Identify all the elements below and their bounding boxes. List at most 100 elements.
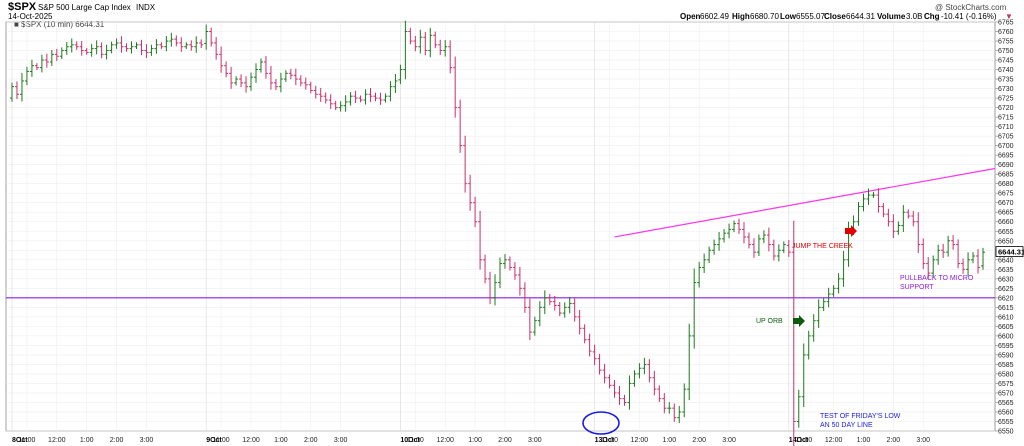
- ohlc-bar: [283, 70, 288, 82]
- test-low-label-2: AN 50 DAY LINE: [820, 422, 873, 429]
- ohlc-bar: [921, 238, 926, 270]
- ohlc-bar: [806, 330, 811, 360]
- ohlc-bar: [239, 74, 244, 88]
- ohlc-bar: [144, 44, 149, 59]
- x-tick-label: 11:00: [18, 437, 35, 444]
- y-tick-label: 6660: [998, 219, 1014, 226]
- ohlc-bar: [174, 35, 179, 47]
- ohlc-bar: [911, 210, 916, 227]
- y-tick-label: 6685: [998, 172, 1014, 179]
- price-bars: [10, 20, 985, 446]
- ohlc-bar: [662, 393, 667, 414]
- ohlc-bar: [413, 35, 418, 52]
- ohlc-bar: [453, 56, 458, 118]
- chart-legend: ■ $SPX (10 min) 6644.31: [14, 20, 105, 29]
- ohlc-bar: [234, 76, 239, 86]
- red-arrow-icon: [845, 225, 857, 237]
- ohlc-bar: [836, 273, 841, 294]
- x-tick-label: 2:00: [110, 437, 124, 444]
- ohlc-bar: [64, 41, 69, 55]
- ohlc-bar: [577, 310, 582, 335]
- drawn-lines: [6, 167, 996, 299]
- pullback-label-1: PULLBACK TO MICRO: [900, 275, 974, 282]
- ohlc-bar: [637, 363, 642, 379]
- ohlc-bar: [786, 240, 791, 257]
- ohlc-bar: [866, 188, 871, 205]
- ohlc-bar: [946, 235, 951, 257]
- y-tick-label: 6690: [998, 162, 1014, 169]
- ohlc-bar: [204, 24, 209, 50]
- y-tick-label: 6715: [998, 115, 1014, 122]
- ohlc-bar: [522, 282, 527, 313]
- y-tick-label: 6605: [998, 324, 1014, 331]
- ohlc-bar: [737, 218, 742, 234]
- chart-name: S&P 500 Large Cap Index: [38, 3, 131, 12]
- ohlc-bar: [861, 193, 866, 212]
- ohlc-bar: [338, 101, 343, 112]
- x-tick-label: 11:00: [795, 437, 812, 444]
- ohlc-bar: [348, 92, 353, 106]
- low-label: Low: [780, 12, 797, 21]
- ohlc-bar: [488, 271, 493, 305]
- x-tick-label: 12:00: [631, 437, 649, 444]
- ohlc-bar: [751, 238, 756, 258]
- ohlc-bar: [761, 230, 766, 244]
- y-axis: 6550 6555 6560 6565 6570 6575 6580 6585 6590 6595…: [995, 20, 1014, 436]
- ohlc-bar: [44, 53, 49, 68]
- ohlc-bar: [497, 257, 502, 289]
- y-tick-label: 6650: [998, 238, 1014, 245]
- ohlc-bar: [39, 54, 44, 73]
- watermark: @ StockCharts.com: [935, 3, 1007, 12]
- ohlc-bar: [468, 174, 473, 211]
- ohlc-bar: [328, 94, 333, 109]
- ohlc-bar: [597, 353, 602, 375]
- y-tick-label: 6580: [998, 371, 1014, 378]
- ohlc-bar: [727, 223, 732, 239]
- ohlc-bar: [358, 95, 363, 103]
- ohlc-bar: [557, 302, 562, 317]
- y-tick-label: 6670: [998, 200, 1014, 207]
- ohlc-bar: [527, 298, 532, 341]
- ohlc-bar: [129, 41, 134, 54]
- ohlc-bar: [811, 314, 816, 342]
- ohlc-bar: [14, 81, 19, 100]
- ohlc-bar: [224, 61, 229, 78]
- ohlc-bar: [712, 239, 717, 255]
- ohlc-bar: [273, 79, 278, 91]
- ohlc-bar: [891, 214, 896, 239]
- ohlc-bar: [119, 36, 124, 53]
- ohlc-bar: [94, 40, 99, 55]
- ohlc-bar: [657, 385, 662, 402]
- ohlc-bar: [926, 257, 931, 280]
- ohlc-bar: [906, 209, 911, 219]
- ohlc-bar: [766, 227, 771, 252]
- pullback-label-2: SUPPORT: [900, 284, 934, 291]
- x-tick-label: 12:00: [242, 437, 260, 444]
- ohlc-bar: [154, 39, 159, 54]
- ohlc-bar: [542, 290, 547, 315]
- ohlc-bar: [433, 31, 438, 49]
- ohlc-bar: [507, 256, 512, 271]
- ohlc-bar: [717, 231, 722, 251]
- ohlc-bar: [532, 316, 537, 336]
- ohlc-bar: [398, 64, 403, 85]
- ohlc-bar: [253, 63, 258, 83]
- low-value: 6555.07: [796, 12, 825, 21]
- y-tick-label: 6705: [998, 134, 1014, 141]
- ohlc-bar: [916, 212, 921, 254]
- ohlc-bar: [741, 222, 746, 244]
- ohlc-bar: [363, 89, 368, 105]
- x-tick-label: 11:00: [407, 437, 424, 444]
- ohlc-bar: [318, 87, 323, 102]
- ohlc-bar: [901, 205, 906, 232]
- ohlc-bar: [781, 241, 786, 254]
- open-label: Open: [680, 12, 701, 21]
- ohlc-bar: [149, 44, 154, 56]
- ohlc-bar: [124, 43, 129, 52]
- y-tick-label: 6570: [998, 390, 1014, 397]
- jump-creek-label: JUMP THE CREEK: [792, 243, 853, 250]
- close-label: Close: [824, 12, 846, 21]
- y-tick-label: 6730: [998, 86, 1014, 93]
- last-price-tag: 6644.31: [995, 246, 1024, 257]
- ohlc-bar: [547, 294, 552, 306]
